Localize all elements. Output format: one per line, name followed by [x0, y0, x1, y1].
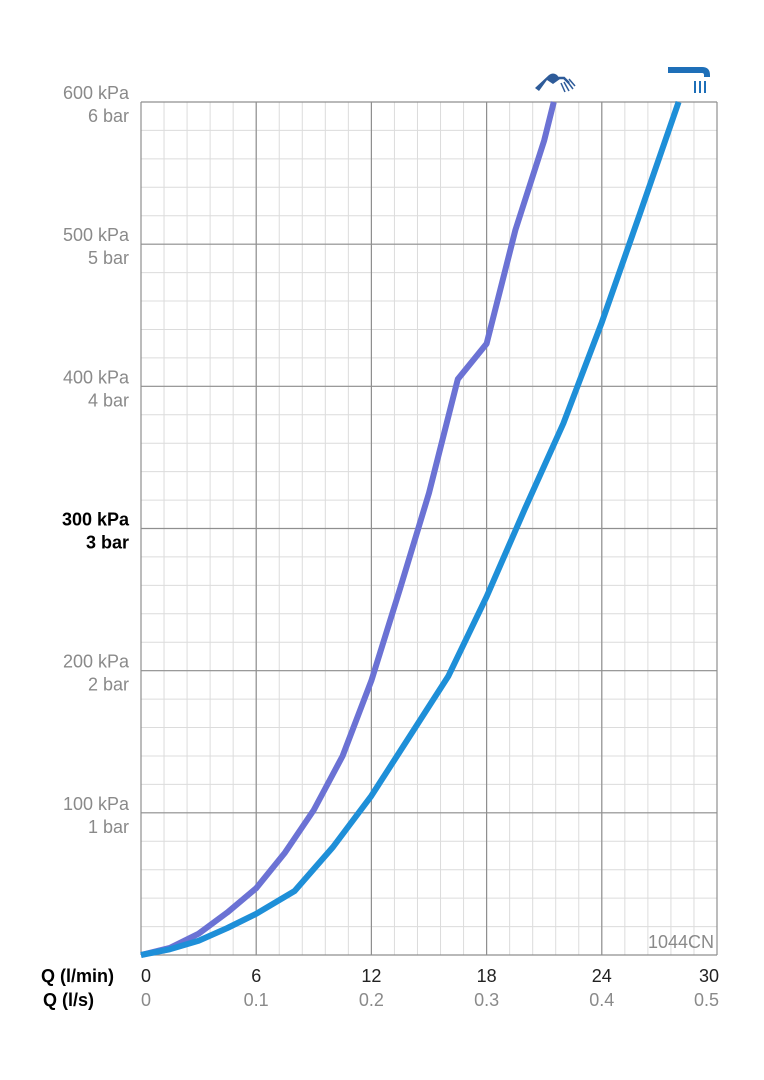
y-tick-label-kpa: 600 kPa	[63, 83, 130, 103]
hand-shower-icon	[535, 73, 576, 93]
x-tick-label-lmin: 30	[699, 966, 719, 986]
series-layer	[140, 101, 682, 958]
x-axis-labels: 0 0 6 0.1 12 0.2 18 0.3 24 0.4 30 0.5	[141, 966, 719, 1010]
y-tick-label-kpa: 400 kPa	[63, 367, 130, 387]
x-tick-label-lmin: 24	[592, 966, 612, 986]
series-line-2	[140, 101, 682, 958]
x-tick-label-ls: 0	[141, 990, 151, 1010]
x-tick-label-lmin: 6	[251, 966, 261, 986]
x-tick-label-ls: 0.1	[244, 990, 269, 1010]
y-tick-label-bar: 4 bar	[88, 390, 129, 410]
y-tick-label-bar: 2 bar	[88, 675, 129, 695]
y-tick-label-kpa: 500 kPa	[63, 225, 130, 245]
y-tick-label-bar: 1 bar	[88, 817, 129, 837]
x-tick-label-ls: 0.2	[359, 990, 384, 1010]
x-tick-label-lmin: 12	[361, 966, 381, 986]
y-tick-label-kpa: 300 kPa	[62, 510, 130, 530]
series-line-1	[140, 101, 557, 958]
y-tick-label-kpa: 100 kPa	[63, 794, 130, 814]
x-tick-label-lmin: 18	[477, 966, 497, 986]
x-tick-label-ls: 0.5	[694, 990, 719, 1010]
x-tick-label-ls: 0.4	[589, 990, 614, 1010]
x-axis-label-secondary: Q (l/s)	[43, 990, 94, 1010]
y-tick-label-bar: 3 bar	[86, 533, 129, 553]
y-tick-label-bar: 6 bar	[88, 106, 129, 126]
x-axis-label-primary: Q (l/min)	[41, 966, 114, 986]
chart-code-label: 1044CN	[648, 932, 714, 952]
x-tick-label-lmin: 0	[141, 966, 151, 986]
y-tick-label-bar: 5 bar	[88, 248, 129, 268]
y-axis-labels: 100 kPa 1 bar 200 kPa 2 bar 300 kPa 3 bar 400 …	[62, 83, 130, 837]
x-tick-label-ls: 0.3	[474, 990, 499, 1010]
major-grid	[140, 101, 718, 956]
overhead-shower-icon	[668, 67, 710, 93]
y-tick-label-kpa: 200 kPa	[63, 652, 130, 672]
